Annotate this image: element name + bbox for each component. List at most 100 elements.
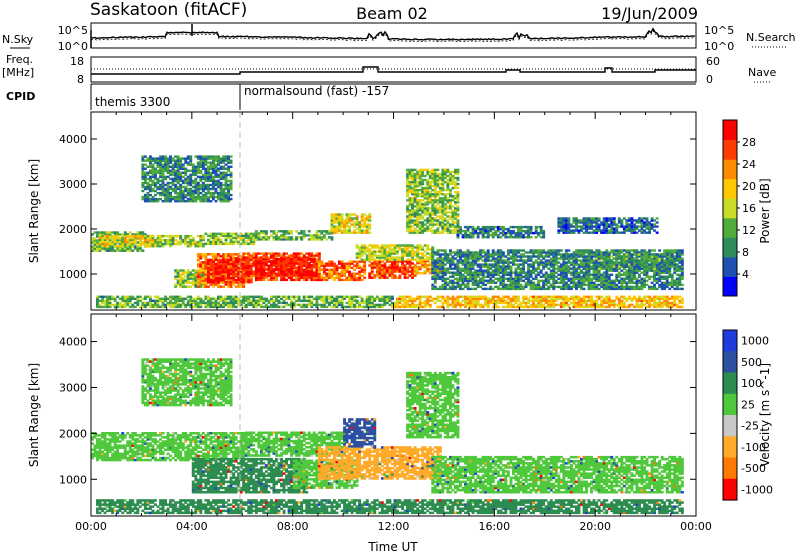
power-cell-19 [416,231,420,234]
power-cell-6 [174,271,178,274]
power-cell-10 [305,272,309,275]
power-cell-15 [577,251,581,254]
power-cell-17 [658,255,662,258]
power-cell-7 [199,253,203,256]
power-cell-12 [403,276,407,279]
power-cell-18 [595,231,599,234]
power-cell-1 [146,245,150,248]
power-cell-10 [290,260,293,263]
power-cell-15 [562,275,566,278]
power-cell-15 [557,261,561,264]
power-cell-9 [275,276,278,280]
power-cell-15 [449,251,452,254]
power-cell-2 [176,240,180,244]
power-cell-11 [348,264,351,267]
power-cell-12 [388,268,392,271]
power-cell-7 [201,253,205,256]
power-cell-18 [622,217,626,220]
power-cell-15 [544,271,548,274]
power-cell-11 [363,266,367,269]
power-cell-15 [496,253,500,256]
power-cell-14 [385,252,389,255]
power-cell-13 [428,261,432,265]
power-cell-19 [431,223,435,226]
power-cell-2 [191,242,195,246]
power-cell-15 [592,253,596,256]
power-cell-15 [433,287,437,291]
power-cell-10 [310,274,314,277]
power-cell-3 [222,232,225,235]
power-cell-4 [270,234,273,237]
power-cell-3 [249,242,253,246]
power-cell-1 [131,236,135,240]
power-cell-14 [403,252,407,255]
power-cell-16 [474,227,478,231]
power-cell-15 [476,275,480,278]
power-cell-15 [620,277,624,280]
power-cell-0 [103,231,107,234]
power-cell-18 [590,223,593,226]
power-cell-3 [232,240,236,244]
power-cell-3 [212,234,215,237]
power-cell-7 [222,285,225,288]
power-cell-15 [620,269,624,272]
power-cell-15 [476,271,480,274]
power-cell-18 [653,219,656,222]
power-cell-6 [194,279,198,282]
power-cell-10 [275,260,278,263]
power-cell-7 [219,281,223,284]
power-cell-14 [421,254,425,257]
power-cell-5 [340,229,344,232]
power-cell-17 [605,257,609,260]
power-cell-1 [126,234,130,238]
power-cell-9 [244,266,248,269]
power-cell-19 [406,180,409,184]
power-cell-14 [411,250,414,253]
power-cell-11 [348,278,351,282]
power-cell-15 [501,273,505,276]
power-cell-15 [436,271,440,274]
power-cell-0 [138,231,142,234]
power-cell-15 [575,277,578,280]
power-cell-9 [307,254,311,257]
power-cell-15 [554,255,558,258]
power-cell-17 [615,253,619,256]
power-cell-9 [264,252,268,255]
power-cell-16 [491,231,495,235]
power-cell-10 [292,266,296,269]
power-cell-16 [464,225,467,229]
power-cell-19 [413,172,417,176]
power-cell-10 [285,270,288,273]
power-cell-15 [625,269,629,272]
power-cell-7 [229,255,233,258]
power-cell-19 [436,168,440,172]
power-cell-9 [317,256,321,259]
power-cell-3 [237,240,241,244]
power-cell-0 [111,245,115,248]
power-cell-15 [461,267,465,270]
power-cell-15 [471,255,475,258]
power-cell-10 [297,266,301,269]
power-cell-1 [118,245,122,248]
power-cell-19 [428,211,432,214]
power-cell-18 [650,223,654,226]
power-cell-15 [524,273,528,276]
power-cell-13 [418,265,422,269]
power-cell-15 [643,273,646,276]
power-cell-2 [194,245,198,248]
power-cell-15 [542,251,546,254]
power-cell-9 [305,252,309,255]
power-cell-15 [443,277,447,280]
power-cell-11 [330,268,334,271]
power-cell-1 [106,236,109,240]
power-cell-14 [423,254,427,257]
power-cell-2 [201,236,205,240]
power-cell-12 [408,264,412,267]
power-cell-17 [643,265,646,268]
power-cell-3 [217,238,220,242]
power-cell-3 [252,232,256,235]
power-cell-8 [229,266,233,270]
power-cell-15 [443,251,447,254]
power-cell-0 [103,239,107,242]
power-cell-14 [426,256,430,259]
